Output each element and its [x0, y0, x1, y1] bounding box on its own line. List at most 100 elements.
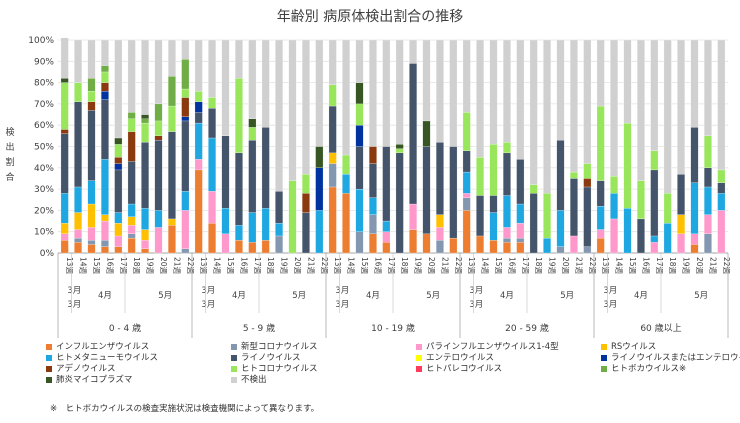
bar-segment — [476, 39, 484, 158]
y-axis-label-char: 出 — [5, 141, 14, 153]
bar-segment — [489, 240, 498, 254]
y-tick-label: 90% — [34, 57, 54, 67]
bar-segment — [342, 193, 350, 254]
legend-swatch — [601, 354, 607, 361]
bar-segment — [221, 233, 230, 254]
bar-segment — [449, 146, 458, 239]
legend-label: 不検出 — [241, 375, 267, 385]
bar-segment — [382, 220, 391, 232]
bar-segment — [194, 112, 203, 124]
bar-segment — [489, 195, 498, 213]
bar-segment — [141, 208, 149, 230]
bar-segment — [74, 229, 82, 239]
bar-segment — [623, 208, 632, 254]
bar-segment — [154, 120, 163, 136]
bar-segment — [101, 39, 109, 66]
week-tick-label: 15週 — [92, 257, 101, 275]
legend-swatch — [46, 376, 52, 383]
legend-swatch — [231, 354, 237, 361]
month-label-april: 4月 — [500, 291, 514, 301]
bar-segment — [114, 163, 123, 171]
week-tick-label: 14週 — [481, 257, 490, 275]
month-label-march: 3月 — [335, 300, 349, 310]
bar-segment — [60, 37, 69, 79]
bar-segment — [395, 148, 404, 154]
week-tick-label: 21週 — [440, 257, 449, 275]
week-tick-label: 13週 — [601, 257, 610, 275]
week-tick-label: 17週 — [521, 257, 530, 275]
bar-segment — [87, 39, 96, 79]
month-label-march: 3月 — [67, 300, 81, 310]
bar-segment — [235, 152, 243, 226]
bar-segment — [690, 233, 699, 245]
week-tick-label: 20週 — [427, 257, 436, 275]
month-label-march: 3月 — [469, 286, 483, 296]
bar-segment — [677, 233, 685, 254]
week-tick-label: 18週 — [132, 257, 141, 275]
week-tick-label: 17週 — [655, 257, 664, 275]
week-tick-label: 20週 — [293, 257, 302, 275]
bar-segment — [436, 142, 444, 215]
legend-label: RSウイルス — [611, 342, 657, 352]
legend-swatch — [231, 376, 237, 383]
age-group-label: 0 - 4 歳 — [109, 322, 141, 334]
bar-segment — [476, 157, 484, 196]
bar-segment — [516, 159, 525, 205]
bar-segment — [60, 133, 69, 194]
week-tick-label: 21週 — [574, 257, 583, 275]
week-tick-label: 14週 — [79, 257, 88, 275]
legend-item: ライノウイルス — [231, 351, 301, 363]
legend-label: 新型コロナウイルス — [241, 342, 318, 352]
bar-segment — [101, 71, 109, 83]
bar-segment — [717, 182, 726, 194]
bar-segment — [503, 227, 511, 239]
bar-segment — [154, 210, 163, 228]
bar-segment — [476, 235, 484, 254]
week-tick-label: 21週 — [172, 257, 181, 275]
y-tick-label: 10% — [34, 228, 54, 238]
week-tick-label: 15週 — [628, 257, 637, 275]
bar-segment — [235, 240, 243, 254]
bar-segment — [596, 229, 605, 239]
week-tick-label: 14週 — [347, 257, 356, 275]
legend-item: 肺炎マイコプラズマ — [46, 373, 132, 385]
bar-segment — [449, 39, 458, 147]
bar-segment — [127, 39, 136, 113]
month-label-march: 3月 — [603, 286, 617, 296]
y-tick-label: 50% — [34, 143, 54, 153]
chart-title: 年齢別 病原体検出割合の推移 — [276, 9, 464, 25]
bar-segment — [462, 171, 471, 194]
bar-segment — [516, 39, 525, 160]
bar-segment — [181, 59, 190, 90]
legend-label: ヒトパレコウイルス — [426, 364, 503, 374]
bar-segment — [704, 233, 712, 254]
y-tick-label: 0% — [40, 249, 55, 259]
bar-segment — [154, 103, 163, 122]
bar-segment — [596, 237, 605, 254]
bar-segment — [556, 139, 565, 211]
month-label-april: 4月 — [634, 291, 648, 301]
week-tick-label: 22週 — [320, 257, 329, 275]
week-tick-label: 19週 — [280, 257, 289, 275]
bar-segment — [248, 127, 257, 141]
bar-segment — [462, 112, 471, 151]
bar-segment — [302, 212, 310, 254]
legend-item: エンテロウイルス — [416, 351, 494, 363]
footnote: ※ ヒトボカウイルスの検査実施状況は検査機関によって異なります。 — [50, 404, 320, 414]
bar-segment — [556, 39, 565, 141]
legend-item: ヒトメタニューモウイルス — [46, 351, 158, 363]
legend-item: RSウイルス — [601, 340, 656, 352]
bar-segment — [261, 127, 270, 209]
week-tick-label: 19週 — [146, 257, 155, 275]
bar-segment — [141, 122, 149, 143]
bar-segment — [141, 240, 149, 249]
bar-segment — [208, 108, 216, 139]
bar-segment — [87, 90, 96, 102]
bar-segment — [154, 135, 163, 141]
bar-segment — [436, 39, 444, 143]
bar-segment — [704, 186, 712, 215]
bar-segment — [342, 174, 350, 194]
y-axis-label-char: 検 — [5, 126, 14, 138]
bar-segment — [87, 244, 96, 254]
bar-segment — [436, 240, 444, 254]
